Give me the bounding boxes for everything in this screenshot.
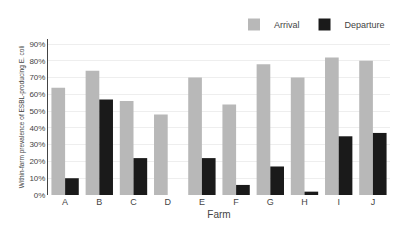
svg-text:40%: 40%: [29, 124, 45, 133]
svg-text:Arrival: Arrival: [274, 20, 300, 30]
svg-text:30%: 30%: [29, 140, 45, 149]
svg-text:E: E: [199, 197, 205, 207]
svg-text:G: G: [267, 197, 274, 207]
svg-text:50%: 50%: [29, 107, 45, 116]
svg-text:D: D: [164, 197, 171, 207]
svg-text:H: H: [301, 197, 308, 207]
svg-text:A: A: [62, 197, 68, 207]
svg-text:10%: 10%: [29, 174, 45, 183]
svg-text:I: I: [337, 197, 340, 207]
svg-text:90%: 90%: [29, 40, 45, 49]
svg-text:J: J: [371, 197, 376, 207]
svg-text:F: F: [233, 197, 239, 207]
svg-text:60%: 60%: [29, 90, 45, 99]
svg-text:80%: 80%: [29, 57, 45, 66]
svg-text:Farm: Farm: [207, 209, 230, 220]
svg-text:B: B: [96, 197, 102, 207]
svg-text:C: C: [130, 197, 137, 207]
svg-text:20%: 20%: [29, 157, 45, 166]
svg-text:70%: 70%: [29, 73, 45, 82]
svg-text:Departure: Departure: [345, 20, 385, 30]
svg-text:0%: 0%: [34, 191, 46, 200]
svg-text:Within-farm prevalence of ESBL: Within-farm prevalence of ESBL-producing…: [18, 46, 26, 189]
